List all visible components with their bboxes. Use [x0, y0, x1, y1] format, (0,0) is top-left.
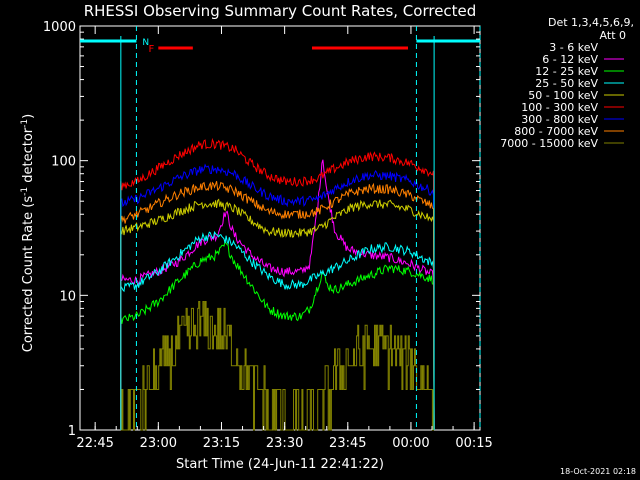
legend-header-detectors: Det 1,3,4,5,6,9,	[548, 16, 634, 29]
legend-label-2: 12 - 25 keV	[535, 65, 598, 78]
annotation-bars: NF	[80, 26, 481, 430]
legend-label-0: 3 - 6 keV	[549, 41, 598, 54]
flare-label: F	[149, 44, 155, 55]
y-axis-label-main: Corrected Count Rate (s	[21, 196, 36, 353]
legend-header-attenuator: Att 0	[600, 29, 626, 42]
y-axis-label-sup2: -1	[20, 119, 30, 128]
x-tick-label: 23:45	[329, 436, 366, 451]
series-line-2	[120, 239, 435, 431]
series-line-4	[120, 198, 435, 431]
y-axis-label-mid: detector	[21, 127, 36, 187]
y-tick-label: 1	[68, 424, 76, 439]
series-line-3	[120, 230, 435, 431]
y-tick-label: 10	[59, 289, 76, 304]
legend-label-5: 100 - 300 keV	[521, 101, 598, 114]
series-line-7	[120, 181, 435, 431]
x-axis-label: Start Time (24-Jun-11 22:41:22)	[176, 457, 384, 472]
y-tick-label: 100	[51, 155, 76, 170]
x-tick-label: 00:15	[455, 436, 492, 451]
x-tick-label: 23:30	[266, 436, 303, 451]
plot-area	[79, 25, 481, 431]
axis-ticks: 1 10 100 1000 22:45 23:00 23:15 23:30 23:45 00:00…	[43, 20, 493, 451]
series-line-6	[120, 163, 435, 431]
legend-label-6: 300 - 800 keV	[521, 113, 598, 126]
x-tick-label: 23:00	[140, 436, 177, 451]
series-line-0	[120, 187, 435, 431]
series-lines	[120, 137, 435, 431]
series-line-8	[120, 301, 435, 431]
timestamp: 18-Oct-2021 02:18	[560, 467, 636, 476]
legend-label-3: 25 - 50 keV	[535, 77, 598, 90]
series-line-1	[120, 159, 435, 431]
night-label: N	[142, 38, 149, 48]
y-tick-label: 1000	[43, 20, 76, 35]
y-axis-label-sup1: -1	[20, 187, 30, 196]
x-tick-label: 23:15	[203, 436, 240, 451]
chart-title: RHESSI Observing Summary Count Rates, Co…	[84, 2, 477, 20]
series-line-5	[120, 137, 435, 431]
legend-label-4: 50 - 100 keV	[528, 89, 598, 102]
plot-frame	[79, 25, 481, 431]
y-axis-label-end: )	[21, 114, 36, 119]
y-axis-label: Corrected Count Rate (s-1 detector-1)	[20, 114, 36, 352]
legend-label-8: 7000 - 15000 keV	[500, 137, 598, 150]
legend-label-1: 6 - 12 keV	[542, 53, 598, 66]
legend-label-7: 800 - 7000 keV	[514, 125, 598, 138]
x-tick-label: 00:00	[392, 436, 429, 451]
x-tick-label: 22:45	[76, 436, 113, 451]
